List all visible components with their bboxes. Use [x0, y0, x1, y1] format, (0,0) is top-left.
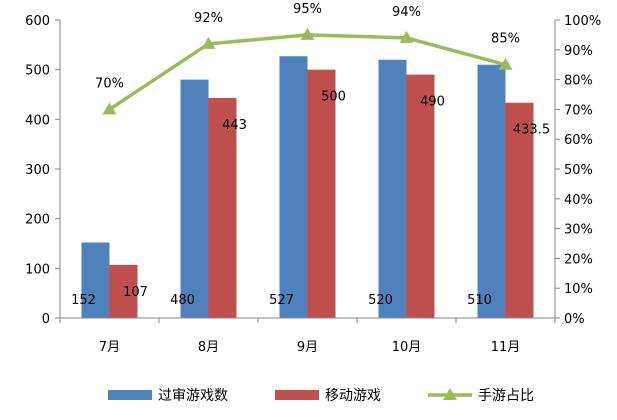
y-tick-label-right: 0%	[564, 312, 585, 327]
x-tick-label: 10月	[392, 340, 422, 355]
y-tick-label-right: 60%	[564, 133, 593, 148]
x-tick-label: 11月	[491, 340, 521, 355]
y-tick-label-left: 0	[42, 312, 50, 327]
y-tick-label-right: 80%	[564, 74, 593, 89]
line-data-label: 92%	[194, 11, 223, 26]
bar-data-label: 433.5	[513, 123, 550, 138]
x-tick-label: 8月	[198, 340, 219, 355]
line-data-label: 85%	[491, 32, 520, 47]
bar-mobile	[505, 102, 534, 318]
y-tick-label-right: 50%	[564, 163, 593, 178]
line-marker	[201, 36, 216, 49]
legend-label: 过审游戏数	[158, 388, 228, 404]
y-tick-label-left: 200	[25, 213, 50, 228]
x-tick-label: 9月	[297, 340, 318, 355]
y-tick-label-left: 300	[25, 163, 50, 178]
y-tick-label-right: 40%	[564, 193, 593, 208]
axes: 0 100 200 300 400 500 600 0% 10% 20% 30% 40% 50% 60% 7…	[25, 14, 601, 355]
legend-label: 手游占比	[478, 388, 534, 404]
bar-data-label: 510	[467, 293, 492, 308]
y-tick-label-right: 10%	[564, 282, 593, 297]
y-tick-label-right: 70%	[564, 103, 593, 118]
bar-data-label: 500	[321, 90, 346, 105]
line-marker	[102, 102, 117, 115]
bar-data-label: 527	[269, 293, 294, 308]
bar-approved	[477, 64, 506, 318]
bar-mobile	[208, 97, 237, 318]
line-marker	[399, 30, 414, 43]
y-tick-label-right: 90%	[564, 44, 593, 59]
x-tick-label: 7月	[99, 340, 120, 355]
line-marker	[498, 57, 513, 70]
y-tick-label-left: 100	[25, 262, 50, 277]
legend-label: 移动游戏	[325, 388, 381, 404]
y-tick-label-right: 20%	[564, 252, 593, 267]
line-data-label: 70%	[95, 76, 124, 91]
legend-swatch-mobile	[275, 390, 319, 400]
bar-mobile	[406, 74, 435, 318]
bar-mobile	[307, 69, 336, 319]
legend-marker	[443, 388, 457, 400]
y-tick-label-right: 30%	[564, 223, 593, 238]
bar-mobile	[109, 264, 138, 318]
plot-area: 152 107 480 443 527 500 520 490 510 433.5 70% 92% 95…	[71, 2, 550, 319]
y-tick-label-right: 100%	[564, 14, 601, 29]
bar-data-label: 520	[368, 293, 393, 308]
legend-swatch-approved	[108, 390, 152, 400]
bar-approved	[81, 242, 110, 318]
line-marker	[300, 27, 315, 40]
bar-data-label: 443	[222, 118, 247, 133]
bar-data-label: 480	[170, 293, 195, 308]
y-tick-label-left: 500	[25, 64, 50, 79]
bar-approved	[180, 79, 209, 318]
legend: 过审游戏数 移动游戏 手游占比	[108, 388, 534, 404]
y-tick-label-left: 600	[25, 14, 50, 29]
bar-approved	[279, 56, 308, 319]
bar-data-label: 152	[71, 293, 96, 308]
y-tick-label-left: 400	[25, 113, 50, 128]
line-data-label: 95%	[293, 2, 322, 17]
bar-data-label: 107	[123, 285, 148, 300]
line-data-label: 94%	[392, 5, 421, 20]
bar-approved	[378, 59, 407, 318]
bar-data-label: 490	[420, 95, 445, 110]
